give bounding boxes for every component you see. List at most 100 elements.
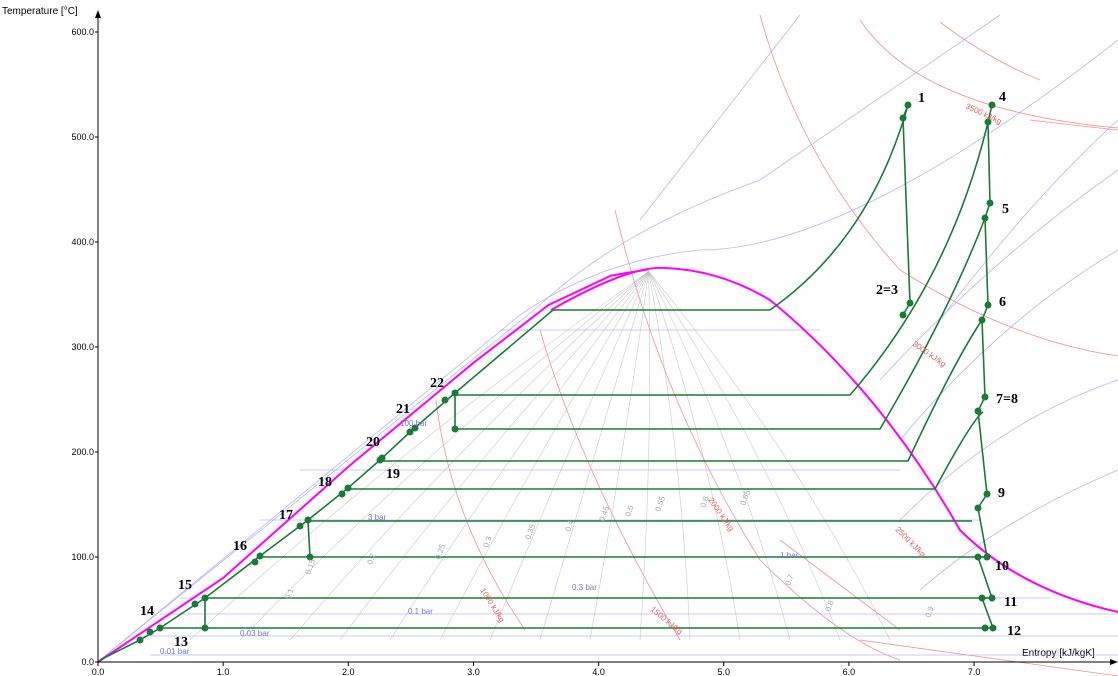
state-point-label-21: 21 bbox=[396, 402, 410, 417]
state-point-dot-22 bbox=[156, 624, 164, 632]
quality-label-14: 0.9 bbox=[923, 605, 935, 619]
quality-lines bbox=[189, 271, 891, 641]
state-point-label-1: 1 bbox=[918, 91, 925, 106]
x-tick-label-2: 2.0 bbox=[342, 667, 355, 676]
isobar-lines bbox=[99, 14, 1118, 661]
state-point-label-10: 10 bbox=[995, 559, 1009, 574]
state-point-dot-3 bbox=[899, 311, 907, 319]
enthalpy-lines bbox=[435, 14, 1118, 676]
state-point-dot-30 bbox=[306, 553, 314, 561]
isobar-label-2: 0.1 bar bbox=[408, 607, 433, 616]
state-point-dot-6 bbox=[986, 199, 994, 207]
state-point-label-7=8: 7=8 bbox=[996, 392, 1018, 407]
x-tick-label-4: 4.0 bbox=[592, 667, 605, 676]
state-point-label-5: 5 bbox=[1002, 202, 1009, 217]
state-point-label-18: 18 bbox=[318, 475, 332, 490]
isobar-line-12 bbox=[899, 249, 1118, 441]
isobar-label-4: 1 bar bbox=[780, 551, 799, 560]
isobar-label-1: 0.03 bar bbox=[240, 629, 270, 638]
y-tick-label-2: 200.0 bbox=[71, 447, 94, 457]
enthalpy-line-1 bbox=[539, 329, 681, 641]
state-point-label-16: 16 bbox=[233, 539, 247, 554]
x-tick-label-0: 0.0 bbox=[92, 667, 105, 676]
state-point-dot-23 bbox=[201, 594, 209, 602]
state-point-label-6: 6 bbox=[999, 295, 1006, 310]
isobar-line-2 bbox=[639, 14, 801, 221]
state-point-dot-37 bbox=[451, 389, 459, 397]
isobar-line-13 bbox=[879, 169, 1118, 381]
y-tick-label-1: 100.0 bbox=[71, 552, 94, 562]
enthalpy-line-8 bbox=[779, 539, 901, 631]
enthalpy-line-5 bbox=[939, 21, 1041, 81]
state-point-dot-21 bbox=[146, 628, 154, 636]
state-point-dot-27 bbox=[251, 558, 259, 566]
y-axis-title: Temperature [°C] bbox=[2, 6, 78, 17]
cycle-bleed-line-21 bbox=[455, 217, 986, 430]
state-point-dot-14 bbox=[983, 553, 991, 561]
state-point-dot-38 bbox=[441, 396, 449, 404]
isobar-line-11 bbox=[899, 379, 1118, 521]
quality-line-6 bbox=[489, 271, 649, 641]
state-point-dot-12 bbox=[983, 490, 991, 498]
isobar-line-1 bbox=[99, 14, 1001, 661]
x-tick-label-7: 7.0 bbox=[968, 667, 981, 676]
y-tick-label-3: 300.0 bbox=[71, 342, 94, 352]
quality-line-12 bbox=[648, 271, 791, 641]
quality-line-14 bbox=[648, 271, 891, 641]
state-point-label-14: 14 bbox=[140, 604, 154, 619]
quality-line-2 bbox=[289, 271, 649, 641]
state-point-dot-32 bbox=[338, 490, 346, 498]
quality-label-10: 0.6 bbox=[698, 495, 710, 509]
state-point-dot-8 bbox=[984, 301, 992, 309]
y-axis-arrow bbox=[95, 10, 101, 18]
enthalpy-label-2: 2000 kJ/kg bbox=[706, 496, 736, 533]
state-point-label-17: 17 bbox=[279, 508, 293, 523]
enthalpy-line-2 bbox=[614, 209, 901, 661]
cycle-bleed-line-20 bbox=[380, 319, 983, 462]
saturation-vapor-line bbox=[550, 266, 1118, 613]
y-tick-label-6: 600.0 bbox=[71, 27, 94, 37]
state-point-label-19: 19 bbox=[386, 467, 400, 482]
cycle-superheat-line-1 bbox=[769, 104, 909, 311]
enthalpy-line-4 bbox=[859, 19, 1118, 129]
quality-label-8: 0.5 bbox=[623, 504, 635, 518]
saturation-liquid-line bbox=[97, 268, 649, 663]
state-point-dot-9 bbox=[978, 316, 986, 324]
enthalpy-line-3 bbox=[759, 14, 1118, 357]
state-point-dot-2 bbox=[906, 299, 914, 307]
quality-label-1: 0.15 bbox=[303, 557, 317, 575]
quality-label-11: 0.65 bbox=[738, 488, 752, 506]
cycle-hp-expansion-line bbox=[902, 104, 911, 316]
cycle-link-17-16 bbox=[307, 520, 311, 558]
state-point-label-2=3: 2=3 bbox=[876, 283, 898, 298]
state-point-dot-19 bbox=[981, 624, 989, 632]
quality-label-13: 0.8 bbox=[823, 599, 835, 613]
isobar-line-0 bbox=[99, 39, 1118, 661]
y-tick-label-4: 400.0 bbox=[71, 237, 94, 247]
state-point-dot-25 bbox=[201, 624, 209, 632]
state-point-dot-39 bbox=[451, 425, 459, 433]
state-point-label-12: 12 bbox=[1007, 624, 1021, 639]
state-point-dot-13 bbox=[974, 504, 982, 512]
cycle-lp-expansion-line bbox=[976, 104, 995, 629]
state-point-label-9: 9 bbox=[998, 486, 1005, 501]
enthalpy-label-3: 2500 kJ/kg bbox=[894, 525, 928, 559]
state-point-dot-15 bbox=[974, 553, 982, 561]
state-point-label-22: 22 bbox=[430, 376, 444, 391]
quality-label-2: 0.2 bbox=[365, 552, 377, 566]
x-axis-arrow bbox=[1110, 659, 1118, 665]
cycle-reheat-line bbox=[455, 121, 989, 396]
state-point-dot-31 bbox=[344, 484, 352, 492]
state-point-dot-28 bbox=[304, 516, 312, 524]
y-tick-label-5: 500.0 bbox=[71, 132, 94, 142]
quality-label-0: 0.1 bbox=[283, 587, 295, 601]
quality-line-0 bbox=[189, 271, 649, 641]
isobar-label-3: 0.3 bar bbox=[572, 583, 597, 592]
state-point-dot-0 bbox=[904, 101, 912, 109]
isobar-label-0: 0.01 bar bbox=[160, 647, 190, 656]
state-point-dot-24 bbox=[191, 600, 199, 608]
enthalpy-label-0: 1000 kJ/kg bbox=[478, 586, 506, 624]
quality-label-6: 0.4 bbox=[563, 519, 575, 533]
enthalpy-line-0 bbox=[435, 399, 526, 631]
